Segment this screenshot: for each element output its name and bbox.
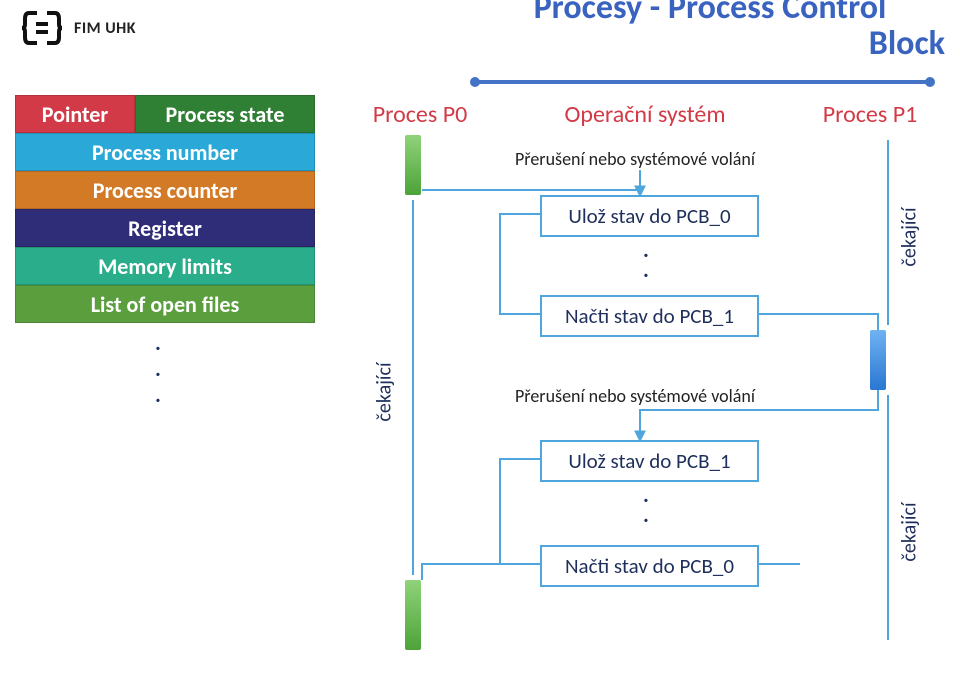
box-save-pcb1: Ulož stav do PCB_1: [540, 440, 759, 482]
p1-waiting-label-top: čekající: [898, 207, 922, 266]
title-line-1: Procesy - Process Control: [534, 0, 887, 28]
p1-run-bar: [870, 330, 886, 390]
p1-waiting-label-bottom: čekající: [898, 502, 922, 561]
title-line-2: Block: [475, 26, 960, 62]
flow-dots-1: ..: [643, 240, 649, 280]
pcb-cell: Memory limits: [15, 247, 315, 285]
pcb-cell: List of open files: [15, 285, 315, 323]
box-save-pcb0-label: Ulož stav do PCB_0: [568, 203, 730, 229]
box-save-pcb0: Ulož stav do PCB_0: [540, 195, 759, 237]
col-header-p1: Proces P1: [810, 100, 930, 129]
title-underline: [475, 80, 930, 84]
logo-glyph-icon: [18, 10, 66, 46]
col-header-os: Operační systém: [510, 100, 780, 129]
interrupt-label-1: Přerušení nebo systémové volání: [515, 148, 755, 170]
pcb-dots: .: [155, 355, 161, 382]
interrupt-label-2: Přerušení nebo systémové volání: [515, 385, 755, 407]
p0-run-bar-top: [405, 135, 421, 195]
pcb-cell: Process state: [135, 95, 315, 133]
flow-dots-2: ..: [643, 485, 649, 525]
pcb-dots: .: [155, 329, 161, 356]
pcb-cell: Process number: [15, 133, 315, 171]
logo-text: FIM UHK: [74, 19, 136, 38]
pcb-cell: Pointer: [15, 95, 135, 133]
p0-run-bar-bottom: [405, 580, 421, 650]
logo: FIM UHK: [18, 10, 136, 46]
pcb-cell: Process counter: [15, 171, 315, 209]
pcb-dots: .: [155, 381, 161, 408]
page-title: Procesy - Process Control Block: [475, 0, 945, 61]
box-load-pcb1-label: Načti stav do PCB_1: [565, 303, 734, 329]
box-load-pcb0-label: Načti stav do PCB_0: [565, 553, 734, 579]
box-load-pcb1: Načti stav do PCB_1: [540, 295, 759, 337]
pcb-cell: Register: [15, 209, 315, 247]
box-save-pcb1-label: Ulož stav do PCB_1: [568, 448, 730, 474]
box-load-pcb0: Načti stav do PCB_0: [540, 545, 759, 587]
col-header-p0: Proces P0: [360, 100, 480, 129]
p0-waiting-label: čekající: [373, 362, 397, 421]
